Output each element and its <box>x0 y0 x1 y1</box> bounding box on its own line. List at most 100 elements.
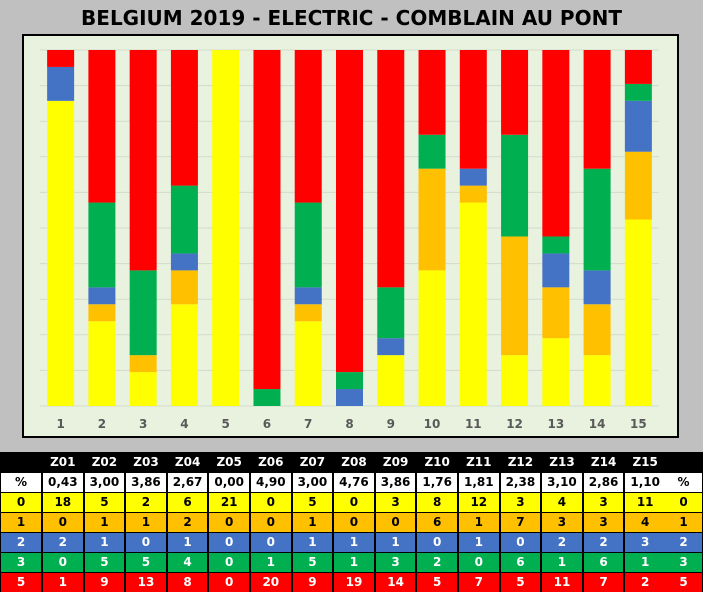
table-cell: 1 <box>334 533 374 552</box>
table-cell: 1 <box>459 513 499 532</box>
table-cell: Z13 <box>542 453 582 472</box>
row-label: 2 <box>1 533 41 552</box>
bar-segment-0-11 <box>459 202 487 406</box>
table-cell: 3,86 <box>375 473 416 492</box>
bar-segment-5-11 <box>459 50 487 169</box>
table-cell: 7 <box>583 573 624 592</box>
bar-segment-3-4 <box>170 185 198 254</box>
bar-segment-0-15 <box>624 219 652 406</box>
table-cell: 1 <box>126 513 166 532</box>
table-cell: 6 <box>417 513 457 532</box>
x-tick-label: 13 <box>547 417 564 431</box>
stacked-bar-chart: 1 2 3 4 5 6 7 8 9 10 11 12 13 14 15 <box>40 49 659 431</box>
table-cell: 1 <box>542 553 582 572</box>
bar-segment-5-8 <box>336 50 363 373</box>
row-label: 0 <box>1 493 41 512</box>
bar-segment-1-4 <box>170 270 198 305</box>
table-cell: 4 <box>542 493 582 512</box>
table-cell: 1 <box>84 533 125 552</box>
table-cell: 4,90 <box>251 473 291 492</box>
bar-segment-2-7 <box>294 287 322 305</box>
bar-segment-5-1 <box>47 50 75 67</box>
table-cell: 3,10 <box>542 473 582 492</box>
table-cell: 1,81 <box>459 473 499 492</box>
row-end-label: % <box>665 473 702 492</box>
bar-segment-0-5 <box>212 50 240 406</box>
table-cell: 11 <box>625 493 665 512</box>
bar-segment-5-3 <box>129 50 157 271</box>
plot-area: 1 2 3 4 5 6 7 8 9 10 11 12 13 14 15 <box>22 34 679 438</box>
chart-title: BELGIUM 2019 - ELECTRIC - COMBLAIN AU PO… <box>81 6 622 30</box>
table-cell: 3 <box>625 533 665 552</box>
table-cell: 9 <box>292 573 333 592</box>
table-cell: 0 <box>334 493 374 512</box>
table-cell: 1 <box>84 513 125 532</box>
x-tick-label: 2 <box>98 417 106 431</box>
bar-segment-5-14 <box>583 50 611 169</box>
bar-segment-1-2 <box>88 304 116 322</box>
bar-segment-2-13 <box>542 253 570 288</box>
table-cell: 12 <box>459 493 499 512</box>
bar-segment-2-14 <box>583 270 611 305</box>
table-cell: 3 <box>542 513 582 532</box>
table-cell: 20 <box>251 573 291 592</box>
row-label: 1 <box>1 513 41 532</box>
row-end-label <box>665 453 702 472</box>
x-tick-label: 15 <box>630 417 647 431</box>
bar-segment-1-11 <box>459 185 487 203</box>
row-end-label: 1 <box>665 513 702 532</box>
bar-segment-3-8 <box>336 372 363 390</box>
table-cell: 8 <box>167 573 208 592</box>
bar-segment-5-6 <box>253 50 281 390</box>
header-row: Z01 Z02 Z03 Z04 Z05 Z06 Z07 Z08 Z09 Z10 Z11 Z12 Z13 Z… <box>0 453 703 472</box>
bar-segment-1-7 <box>294 304 322 322</box>
value-row-5: 5 1 9 13 8 0 20 9 19 14 5 7 5 11 7 2 5 <box>0 573 703 592</box>
table-cell: 1,76 <box>417 473 457 492</box>
table-cell: 5 <box>500 573 541 592</box>
table-cell: 0 <box>459 553 499 572</box>
table-cell: 9 <box>84 573 125 592</box>
table-cell: 1 <box>292 533 333 552</box>
bar-segment-5-13 <box>542 50 570 237</box>
table-cell: 19 <box>334 573 374 592</box>
bar-segment-1-10 <box>418 168 446 271</box>
table-cell: 6 <box>500 553 541 572</box>
table-cell: 0 <box>417 533 457 552</box>
table-cell: 5 <box>84 493 125 512</box>
bar-segment-2-1 <box>47 66 75 101</box>
table-cell: 1 <box>334 553 374 572</box>
table-cell: Z07 <box>292 453 333 472</box>
table-cell: Z15 <box>625 453 665 472</box>
table-cell: 5 <box>292 493 333 512</box>
table-cell: 1,10 <box>625 473 665 492</box>
table-cell: Z12 <box>500 453 541 472</box>
table-cell: 2 <box>625 573 665 592</box>
table-cell: Z14 <box>583 453 624 472</box>
table-cell: Z10 <box>417 453 457 472</box>
table-cell: 5 <box>417 573 457 592</box>
bar-segment-3-2 <box>88 202 116 288</box>
bar-segment-1-15 <box>624 151 652 220</box>
x-tick-label: 3 <box>139 417 147 431</box>
bar-segment-0-12 <box>501 355 529 406</box>
bar-segment-5-12 <box>501 50 529 135</box>
table-cell: 4 <box>167 553 208 572</box>
percent-row: % 0,43 3,00 3,86 2,67 0,00 4,90 3,00 4,76 3,86 1,7… <box>0 473 703 492</box>
table-cell: 1 <box>251 553 291 572</box>
table-cell: 3 <box>375 493 416 512</box>
bar-segment-0-7 <box>294 321 322 406</box>
table-cell: Z08 <box>334 453 374 472</box>
table-cell: Z03 <box>126 453 166 472</box>
table-cell: 4 <box>625 513 665 532</box>
bar-segment-2-4 <box>170 253 198 271</box>
table-cell: 0 <box>251 493 291 512</box>
table-cell: 7 <box>500 513 541 532</box>
table-cell: Z01 <box>43 453 83 472</box>
row-label: 5 <box>1 573 41 592</box>
bar-segment-2-9 <box>377 338 405 356</box>
table-cell: 0,00 <box>209 473 249 492</box>
bar-segment-0-3 <box>129 372 157 406</box>
table-cell: 3 <box>583 493 624 512</box>
table-cell: 2 <box>583 533 624 552</box>
